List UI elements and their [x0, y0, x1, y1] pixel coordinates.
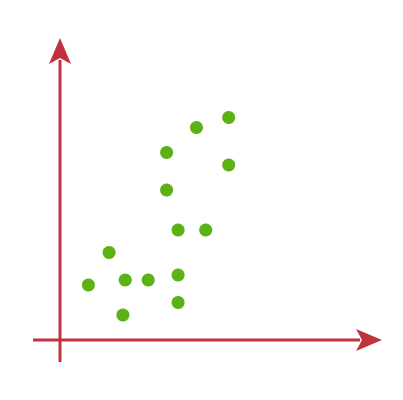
data-point-5: [141, 273, 155, 287]
data-point-13: [222, 111, 236, 124]
data-point-11: [190, 121, 203, 134]
data-point-1: [81, 278, 95, 292]
data-point-9: [171, 268, 185, 282]
data-point-12: [199, 223, 213, 237]
data-point-6: [160, 146, 174, 159]
data-point-10: [171, 296, 185, 309]
y-axis-arrowhead: [49, 38, 71, 64]
data-points: [81, 111, 236, 322]
data-point-7: [160, 183, 174, 197]
axes: [33, 38, 382, 362]
data-point-2: [102, 246, 116, 259]
data-point-8: [171, 223, 185, 237]
data-point-4: [118, 273, 132, 287]
data-point-3: [116, 308, 130, 322]
data-point-14: [222, 158, 236, 172]
x-axis-arrowhead: [356, 329, 382, 351]
